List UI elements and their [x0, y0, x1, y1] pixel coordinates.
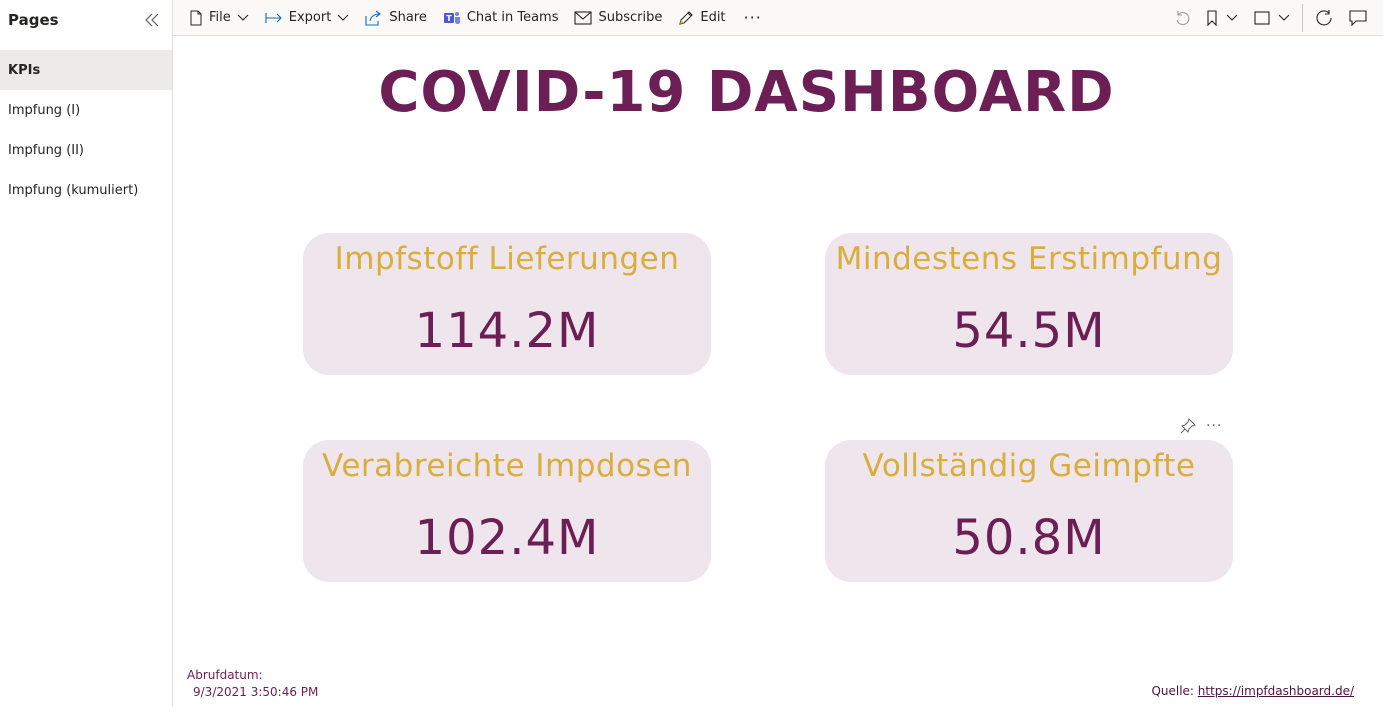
page-list: KPIs Impfung (I) Impfung (II) Impfung (k…: [0, 50, 172, 210]
pages-pane: Pages KPIs Impfung (I) Impfung (II) Impf…: [0, 0, 173, 707]
export-label: Export: [288, 10, 332, 25]
subscribe-label: Subscribe: [598, 10, 663, 25]
more-options-button[interactable]: ···: [743, 8, 762, 27]
page-item-label: Impfung (II): [8, 142, 85, 158]
edit-button[interactable]: Edit: [670, 0, 733, 35]
page-item-impfung-1[interactable]: Impfung (I): [0, 90, 172, 130]
teams-label: Chat in Teams: [466, 10, 559, 25]
export-menu-button[interactable]: Export: [257, 0, 358, 35]
chevron-down-icon: [337, 14, 349, 21]
kpi-card-label: Mindestens Erstimpfung: [835, 241, 1223, 277]
collapse-pane-button[interactable]: [140, 8, 164, 32]
teams-icon: T: [443, 11, 460, 24]
view-button[interactable]: [1246, 0, 1298, 35]
share-button[interactable]: Share: [357, 0, 435, 35]
share-label: Share: [389, 10, 427, 25]
toolbar-divider: [1302, 3, 1303, 32]
export-arrow-icon: [265, 12, 282, 23]
kpi-card-label: Verabreichte Impdosen: [322, 448, 692, 484]
source-block: Quelle: https://impfdashboard.de/: [1151, 684, 1354, 698]
edit-label: Edit: [700, 10, 726, 25]
page-item-label: KPIs: [8, 62, 41, 78]
report-canvas: COVID-19 DASHBOARD Impfstoff Lieferungen…: [174, 36, 1383, 707]
bookmark-button[interactable]: [1198, 0, 1246, 35]
chevron-down-icon: [1278, 14, 1290, 21]
page-item-impfung-kumuliert[interactable]: Impfung (kumuliert): [0, 170, 172, 210]
page-item-label: Impfung (I): [8, 102, 81, 118]
svg-text:T: T: [446, 14, 452, 23]
retrieval-label: Abrufdatum:: [187, 668, 263, 682]
kpi-card-administered-doses[interactable]: Verabreichte Impdosen 102.4M: [303, 440, 711, 582]
pages-pane-title: Pages: [8, 11, 59, 29]
retrieval-date-block: Abrufdatum: 9/3/2021 3:50:46 PM: [187, 668, 318, 699]
view-frame-icon: [1254, 10, 1270, 25]
visual-more-options-button[interactable]: ···: [1206, 418, 1223, 434]
kpi-card-value: 50.8M: [952, 510, 1106, 566]
refresh-icon: [1316, 9, 1332, 25]
kpi-card-fully-vaccinated[interactable]: Vollständig Geimpfte 50.8M: [825, 440, 1233, 582]
pin-icon: [1180, 418, 1196, 434]
chevron-down-icon: [1226, 14, 1238, 21]
pin-visual-button[interactable]: [1180, 418, 1196, 434]
file-icon: [190, 10, 202, 25]
pages-pane-header: Pages: [0, 0, 172, 40]
visual-header-actions: ···: [1180, 418, 1222, 434]
dashboard-title: COVID-19 DASHBOARD: [378, 60, 1115, 125]
kpi-card-first-dose[interactable]: Mindestens Erstimpfung 54.5M: [825, 233, 1233, 375]
comments-button[interactable]: [1341, 0, 1375, 35]
report-toolbar: File Export Share T Chat in Teams Subscr…: [173, 0, 1383, 36]
source-link[interactable]: https://impfdashboard.de/: [1197, 684, 1354, 698]
file-menu-button[interactable]: File: [181, 0, 257, 35]
page-item-impfung-2[interactable]: Impfung (II): [0, 130, 172, 170]
kpi-card-value: 54.5M: [952, 303, 1106, 359]
kpi-card-label: Vollständig Geimpfte: [862, 448, 1196, 484]
file-label: File: [209, 10, 231, 25]
kpi-card-value: 102.4M: [414, 510, 600, 566]
reset-button[interactable]: [1166, 0, 1198, 35]
kpi-card-value: 114.2M: [414, 303, 600, 359]
kpi-card-deliveries[interactable]: Impfstoff Lieferungen 114.2M: [303, 233, 711, 375]
double-chevron-left-icon: [145, 13, 159, 27]
comment-icon: [1349, 9, 1367, 26]
pencil-icon: [679, 10, 694, 25]
mail-icon: [574, 10, 593, 25]
subscribe-button[interactable]: Subscribe: [566, 0, 670, 35]
bookmark-icon: [1207, 9, 1217, 26]
share-icon: [365, 10, 382, 26]
retrieval-date: 9/3/2021 3:50:46 PM: [193, 685, 319, 699]
chat-in-teams-button[interactable]: T Chat in Teams: [435, 0, 567, 35]
source-label: Quelle:: [1151, 684, 1198, 698]
page-item-label: Impfung (kumuliert): [8, 182, 139, 198]
undo-icon: [1176, 10, 1190, 25]
kpi-card-label: Impfstoff Lieferungen: [334, 241, 680, 277]
chevron-down-icon: [237, 14, 249, 21]
page-item-kpis[interactable]: KPIs: [0, 50, 172, 90]
refresh-button[interactable]: [1307, 0, 1341, 35]
